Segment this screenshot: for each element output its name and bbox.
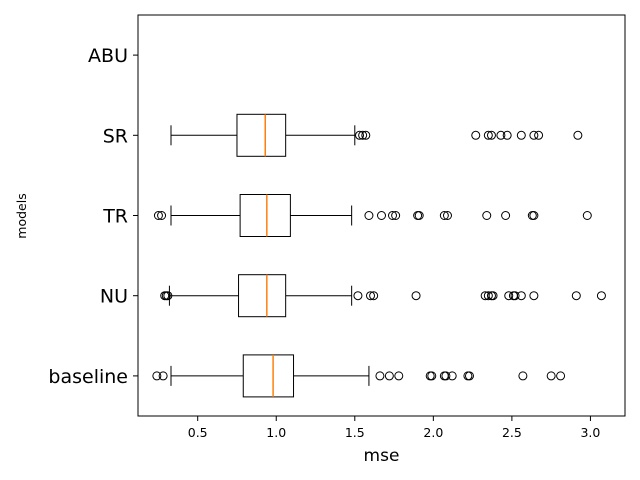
x-tick-label: 1.0 <box>266 425 286 440</box>
outlier-point <box>516 130 526 140</box>
outlier-point <box>516 291 526 301</box>
box-baseline <box>152 354 566 398</box>
outlier-point <box>355 130 365 140</box>
y-tick-label: baseline <box>48 366 128 388</box>
outlier-point <box>364 211 374 220</box>
x-axis-ticks: 0.5 1.0 1.5 2.0 2.5 3.0 <box>188 416 600 440</box>
outlier-point <box>486 130 496 140</box>
outlier-point <box>163 291 173 301</box>
y-tick-label: SR <box>103 125 128 147</box>
outlier-point <box>358 130 368 140</box>
box-SR <box>170 113 583 157</box>
outlier-point <box>502 130 512 140</box>
x-tick-label: 3.0 <box>580 425 600 440</box>
outlier-point <box>546 371 556 381</box>
x-tick-label: 1.5 <box>345 425 365 440</box>
outlier-point <box>471 130 481 140</box>
outlier-point <box>158 371 168 381</box>
outlier-point <box>361 130 371 140</box>
outlier-point <box>534 130 544 140</box>
outlier-point <box>483 291 493 301</box>
outlier-point <box>414 211 424 220</box>
outlier-point <box>391 211 401 220</box>
outlier-point <box>411 291 421 301</box>
outlier-point <box>441 371 451 381</box>
outlier-point <box>529 130 539 140</box>
outlier-point <box>442 211 452 220</box>
outlier-point <box>518 371 528 381</box>
y-tick-label: NU <box>100 286 128 308</box>
outlier-point <box>483 130 493 140</box>
box-TR <box>153 194 592 237</box>
outlier-point <box>504 291 514 301</box>
iqr-box <box>238 274 287 318</box>
outlier-point <box>501 211 511 220</box>
outlier-point <box>482 211 492 220</box>
y-tick-label: TR <box>102 206 128 228</box>
outlier-point <box>384 371 394 381</box>
outlier-point <box>375 371 385 381</box>
outlier-point <box>152 371 162 381</box>
outlier-point <box>488 291 498 301</box>
outlier-point <box>510 291 520 301</box>
x-axis-label: mse <box>364 446 400 466</box>
outlier-point <box>439 211 449 220</box>
outlier-point <box>366 291 376 301</box>
outlier-point <box>464 371 474 381</box>
outlier-point <box>377 211 386 220</box>
iqr-box <box>242 354 295 398</box>
outlier-point <box>596 291 606 301</box>
box-NU <box>160 274 606 318</box>
outlier-point <box>529 211 539 220</box>
outlier-point <box>582 211 592 220</box>
outlier-point <box>496 130 506 140</box>
outlier-point <box>153 211 163 220</box>
outlier-point <box>387 211 397 220</box>
outlier-point <box>353 291 363 301</box>
outlier-point <box>573 130 583 140</box>
y-tick-label: ABU <box>88 45 128 67</box>
outlier-point <box>369 291 379 301</box>
outlier-point <box>529 291 539 301</box>
outlier-point <box>157 211 167 220</box>
outlier-point <box>556 371 566 381</box>
iqr-box <box>239 194 291 237</box>
y-axis-label: models <box>14 193 29 238</box>
x-tick-label: 0.5 <box>188 425 208 440</box>
outlier-point <box>427 371 437 381</box>
outlier-point <box>447 371 457 381</box>
x-tick-label: 2.5 <box>502 425 522 440</box>
iqr-box <box>236 113 287 157</box>
outlier-point <box>394 371 404 381</box>
y-axis-ticks: baseline NU TR SR ABU <box>48 45 138 388</box>
x-tick-label: 2.0 <box>423 425 443 440</box>
box-group <box>152 113 606 398</box>
outlier-point <box>571 291 581 301</box>
